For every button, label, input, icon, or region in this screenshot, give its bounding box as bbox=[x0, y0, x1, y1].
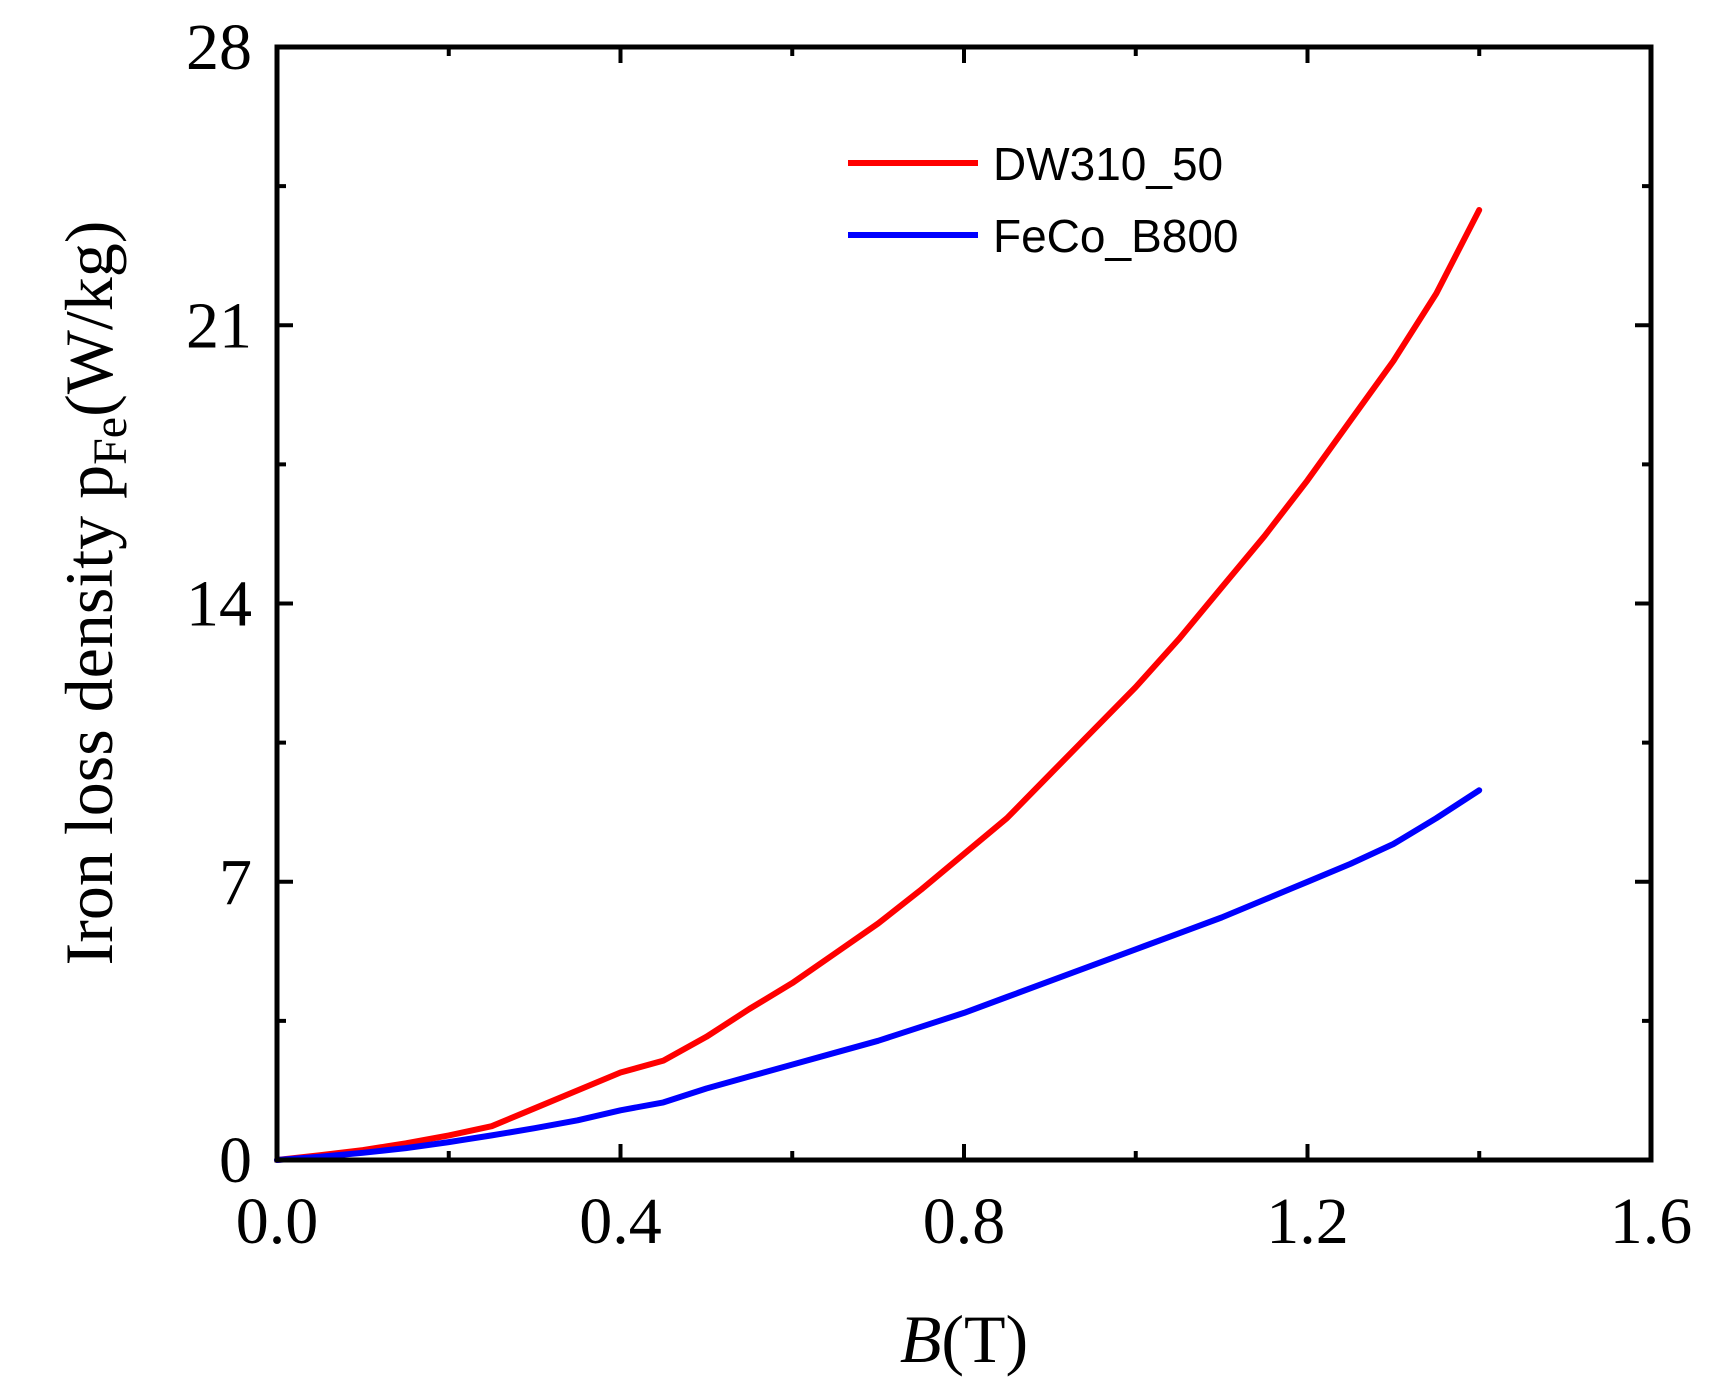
x-tick-labels: 0.0 0.4 0.8 1.2 1.6 bbox=[236, 1185, 1693, 1258]
y-axis-title: Iron loss density pFe(W/kg) bbox=[51, 221, 137, 966]
y-tick-label: 14 bbox=[186, 568, 252, 641]
x-axis-unit: (T) bbox=[941, 1301, 1028, 1377]
legend: DW310_50 FeCo_B800 bbox=[848, 138, 1239, 262]
y-axis-subscript: Fe bbox=[84, 417, 137, 465]
x-axis-title: B(T) bbox=[900, 1301, 1028, 1377]
legend-label-dw310: DW310_50 bbox=[993, 138, 1223, 190]
y-tick-labels: 0 7 14 21 28 bbox=[186, 11, 252, 1197]
x-tick-label: 0.4 bbox=[579, 1185, 662, 1258]
axis-ticks bbox=[275, 45, 1653, 1162]
x-tick-label: 0.0 bbox=[236, 1185, 319, 1258]
y-tick-label: 0 bbox=[219, 1124, 252, 1197]
series-line-feco-b800 bbox=[274, 787, 1483, 1163]
series-line-dw310-50 bbox=[274, 207, 1483, 1163]
y-tick-label: 7 bbox=[219, 846, 252, 919]
x-tick-label: 0.8 bbox=[923, 1185, 1006, 1258]
plot-frame bbox=[274, 44, 1654, 1163]
y-tick-label: 28 bbox=[186, 11, 252, 84]
y-tick-label: 21 bbox=[186, 289, 252, 362]
series-layer bbox=[274, 207, 1483, 1163]
legend-label-feco: FeCo_B800 bbox=[993, 210, 1239, 262]
x-axis-symbol: B bbox=[900, 1301, 942, 1377]
x-tick-label: 1.6 bbox=[1610, 1185, 1693, 1258]
x-tick-label: 1.2 bbox=[1266, 1185, 1349, 1258]
y-axis-unit: (W/kg) bbox=[51, 221, 127, 417]
y-axis-main: Iron loss density p bbox=[51, 465, 127, 966]
